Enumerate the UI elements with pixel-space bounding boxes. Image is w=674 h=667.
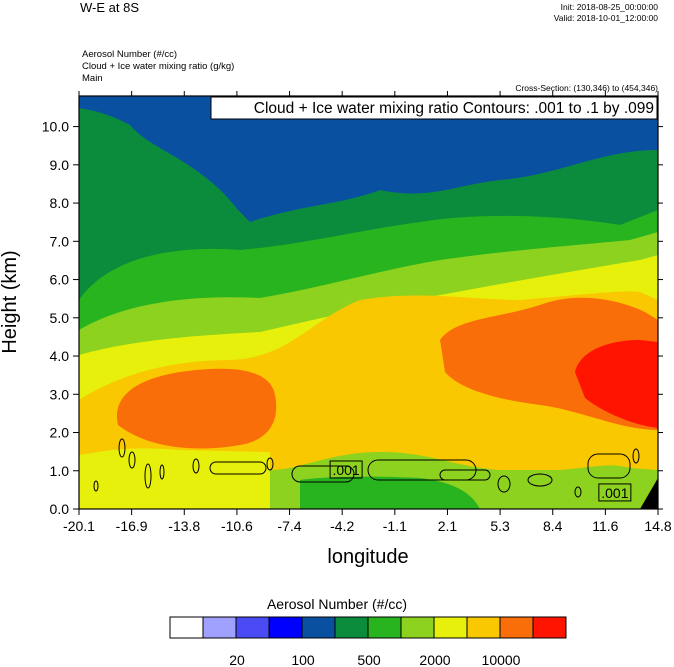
x-tick-label: 2.1 <box>438 518 458 534</box>
colorbar-label: 500 <box>357 652 381 667</box>
colorbar-swatch <box>499 616 534 639</box>
contour-info-box <box>210 96 658 120</box>
y-tick-label: 5.0 <box>50 310 70 326</box>
axis-ticks: -20.1 -16.9 -13.8 -10.6 -7.4 -4.2 -1.1 2.1 5.3 8.… <box>42 91 672 534</box>
colorbar-swatch <box>466 616 501 639</box>
x-tick-label: 14.8 <box>644 518 671 534</box>
init-time: Init: 2018-08-25_00:00:00 <box>560 2 658 12</box>
x-tick-label: -7.4 <box>277 518 301 534</box>
x-tick-label: -4.2 <box>330 518 354 534</box>
x-tick-label: 11.6 <box>592 518 618 534</box>
contour-label-box <box>329 460 363 479</box>
x-tick-label: -10.6 <box>221 518 253 534</box>
x-tick-label: 5.3 <box>490 518 510 534</box>
x-tick-label: -1.1 <box>383 518 407 534</box>
y-tick-label: 7.0 <box>50 233 70 249</box>
x-axis-title: longitude <box>327 546 408 568</box>
x-tick-label: -20.1 <box>63 518 95 534</box>
colorbar-swatch <box>268 616 303 639</box>
x-tick-label: -13.8 <box>168 518 200 534</box>
colorbar-swatch <box>169 616 204 639</box>
colorbar-swatch <box>400 616 435 639</box>
plot-title: W-E at 8S <box>80 0 140 15</box>
colorbar-swatch <box>532 616 567 639</box>
colorbar-swatch <box>433 616 468 639</box>
colorbar-label: 2000 <box>419 652 450 667</box>
colorbar-label: 10000 <box>482 652 521 667</box>
filled-contours <box>79 96 658 509</box>
field-name-main: Main <box>82 73 103 84</box>
colorbar-title: Aerosol Number (#/cc) <box>266 596 408 612</box>
colorbar: 20 100 500 2000 10000 <box>169 616 567 667</box>
field-name-cloud-ice: Cloud + Ice water mixing ratio (g/kg) <box>82 61 235 72</box>
x-tick-label: -16.9 <box>116 518 148 534</box>
y-tick-label: 3.0 <box>50 386 70 402</box>
contour-label-box <box>598 483 632 502</box>
colorbar-swatch <box>334 616 369 639</box>
contour-label: .001 <box>601 485 628 501</box>
valid-time: Valid: 2018-10-01_12:00:00 <box>553 13 658 23</box>
y-tick-label: 9.0 <box>50 157 70 173</box>
y-tick-label: 8.0 <box>50 195 70 211</box>
cloud-water-contours <box>93 438 640 498</box>
plot-frame <box>78 95 659 510</box>
y-tick-label: 10.0 <box>42 119 69 135</box>
y-axis-title: Height (km) <box>0 250 21 353</box>
colorbar-label: 100 <box>291 652 315 667</box>
contour-label: .001 <box>332 462 359 478</box>
y-tick-label: 2.0 <box>50 425 70 441</box>
colorbar-swatch <box>367 616 402 639</box>
y-tick-label: 1.0 <box>50 463 70 479</box>
colorbar-swatch <box>301 616 336 639</box>
colorbar-swatch <box>235 616 270 639</box>
colorbar-label: 20 <box>229 652 245 667</box>
field-name-aerosol: Aerosol Number (#/cc) <box>82 49 178 60</box>
y-tick-label: 0.0 <box>50 501 70 517</box>
y-tick-label: 4.0 <box>50 348 70 364</box>
x-tick-label: 8.4 <box>543 518 563 534</box>
colorbar-swatch <box>202 616 237 639</box>
cross-section-label: Cross-Section: (130,346) to (454,346) <box>515 83 658 93</box>
y-tick-label: 6.0 <box>50 272 70 288</box>
contour-info-label: Cloud + Ice water mixing ratio Contours:… <box>254 100 654 117</box>
